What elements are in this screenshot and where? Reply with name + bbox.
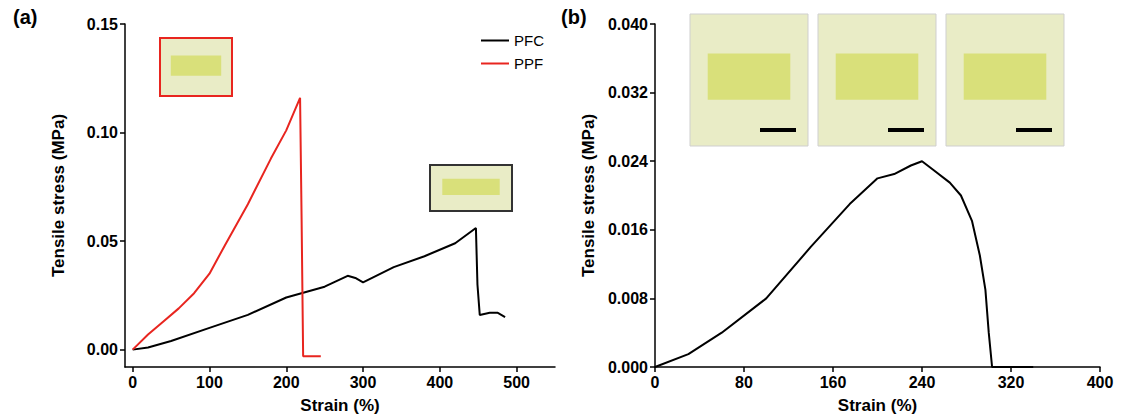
svg-text:0.032: 0.032 [608,84,648,101]
svg-text:Tensile stress (MPa): Tensile stress (MPa) [579,114,598,277]
svg-text:80: 80 [735,374,753,391]
svg-text:400: 400 [426,374,453,391]
svg-text:240: 240 [909,374,936,391]
svg-text:160: 160 [820,374,847,391]
svg-text:100: 100 [196,374,223,391]
svg-text:0.05: 0.05 [87,233,118,250]
svg-text:(b): (b) [561,6,587,28]
svg-text:Strain (%): Strain (%) [300,396,379,415]
svg-text:0: 0 [651,374,660,391]
svg-text:(a): (a) [13,6,37,28]
svg-text:400: 400 [1087,374,1114,391]
svg-text:300: 300 [350,374,377,391]
svg-text:0.008: 0.008 [608,290,648,307]
svg-text:0.040: 0.040 [608,16,648,33]
svg-text:500: 500 [503,374,530,391]
svg-text:0.000: 0.000 [608,359,648,376]
svg-text:0.024: 0.024 [608,153,648,170]
svg-text:Strain (%): Strain (%) [838,396,917,415]
svg-text:0: 0 [128,374,137,391]
svg-text:320: 320 [998,374,1025,391]
svg-text:0.00: 0.00 [87,341,118,358]
svg-text:PFC: PFC [514,32,544,49]
svg-text:0.10: 0.10 [87,124,118,141]
svg-text:PPF: PPF [514,55,543,72]
svg-text:0.016: 0.016 [608,221,648,238]
svg-text:Tensile stress (MPa): Tensile stress (MPa) [49,114,68,277]
svg-text:0.15: 0.15 [87,16,118,33]
svg-text:200: 200 [273,374,300,391]
